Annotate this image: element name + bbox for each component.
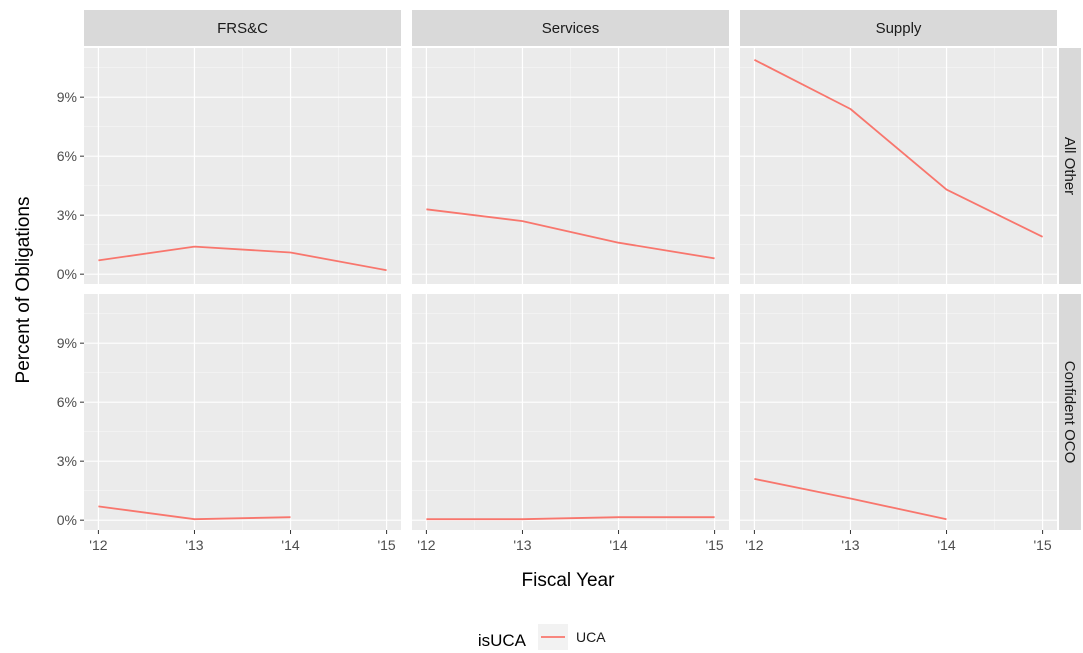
strip-right-background [1059, 48, 1081, 284]
y-axis-title: Percent of Obligations [13, 197, 34, 384]
series-line-uca-all-other-supply [753, 58, 1043, 238]
panel-all-other-frs-c [84, 48, 401, 284]
strip-label-confident-oco: Confident OCO [1061, 361, 1078, 464]
x-tick-label: '14 [937, 537, 955, 553]
x-tick-label: '12 [745, 537, 763, 553]
x-tick-label: '12 [89, 537, 107, 553]
strip-label-frs-c: FRS&C [217, 20, 268, 37]
series-line-uca-all-other-services [426, 208, 715, 260]
legend: isUCA UCA [478, 624, 606, 650]
ticks-layer: 0% 3% 6% 9% 0% 3% 6% 9% '12 '13 '14 '15 '12 '13 '14 '15… [57, 89, 1052, 553]
x-tick-label: '15 [705, 537, 723, 553]
panel-all-other-supply [740, 48, 1057, 284]
series-line-uca-confident-oco-supply [754, 478, 947, 521]
y-tick-label: 9% [57, 335, 77, 351]
strip-label-services: Services [542, 20, 600, 37]
x-tick-label: '13 [513, 537, 531, 553]
y-tick-label: 3% [57, 453, 77, 469]
strip-top-background [740, 10, 1057, 46]
y-tick-label: 9% [57, 89, 77, 105]
panels-layer [84, 48, 1057, 530]
strips-layer: FRS&C Services Supply All Other Confident OC… [84, 10, 1081, 530]
x-tick-label: '15 [377, 537, 395, 553]
x-tick-label: '12 [417, 537, 435, 553]
panel-confident-oco-frs-c [84, 294, 401, 530]
x-tick-label: '13 [185, 537, 203, 553]
y-tick-label: 3% [57, 207, 77, 223]
x-tick-label: '15 [1033, 537, 1051, 553]
series-line-uca-confident-oco-services [426, 516, 715, 521]
legend-entry-uca: UCA [576, 629, 606, 645]
strip-top-background [412, 10, 729, 46]
panel-confident-oco-supply [740, 294, 1057, 530]
y-tick-label: 6% [57, 394, 77, 410]
x-tick-label: '13 [841, 537, 859, 553]
legend-title: isUCA [478, 631, 527, 650]
x-axis-title: Fiscal Year [522, 570, 616, 591]
y-tick-label: 0% [57, 512, 77, 528]
strip-top-background [84, 10, 401, 46]
x-tick-label: '14 [609, 537, 627, 553]
panel-all-other-services [412, 48, 729, 284]
strip-label-all-other: All Other [1061, 137, 1078, 195]
series-line-uca-all-other-frs-c [98, 245, 387, 272]
y-tick-label: 0% [57, 266, 77, 282]
strip-right-background [1059, 294, 1081, 530]
x-tick-label: '14 [281, 537, 299, 553]
series-line-uca-confident-oco-frs-c [98, 505, 291, 521]
strip-label-supply: Supply [876, 20, 922, 37]
panel-confident-oco-services [412, 294, 729, 530]
y-tick-label: 6% [57, 148, 77, 164]
